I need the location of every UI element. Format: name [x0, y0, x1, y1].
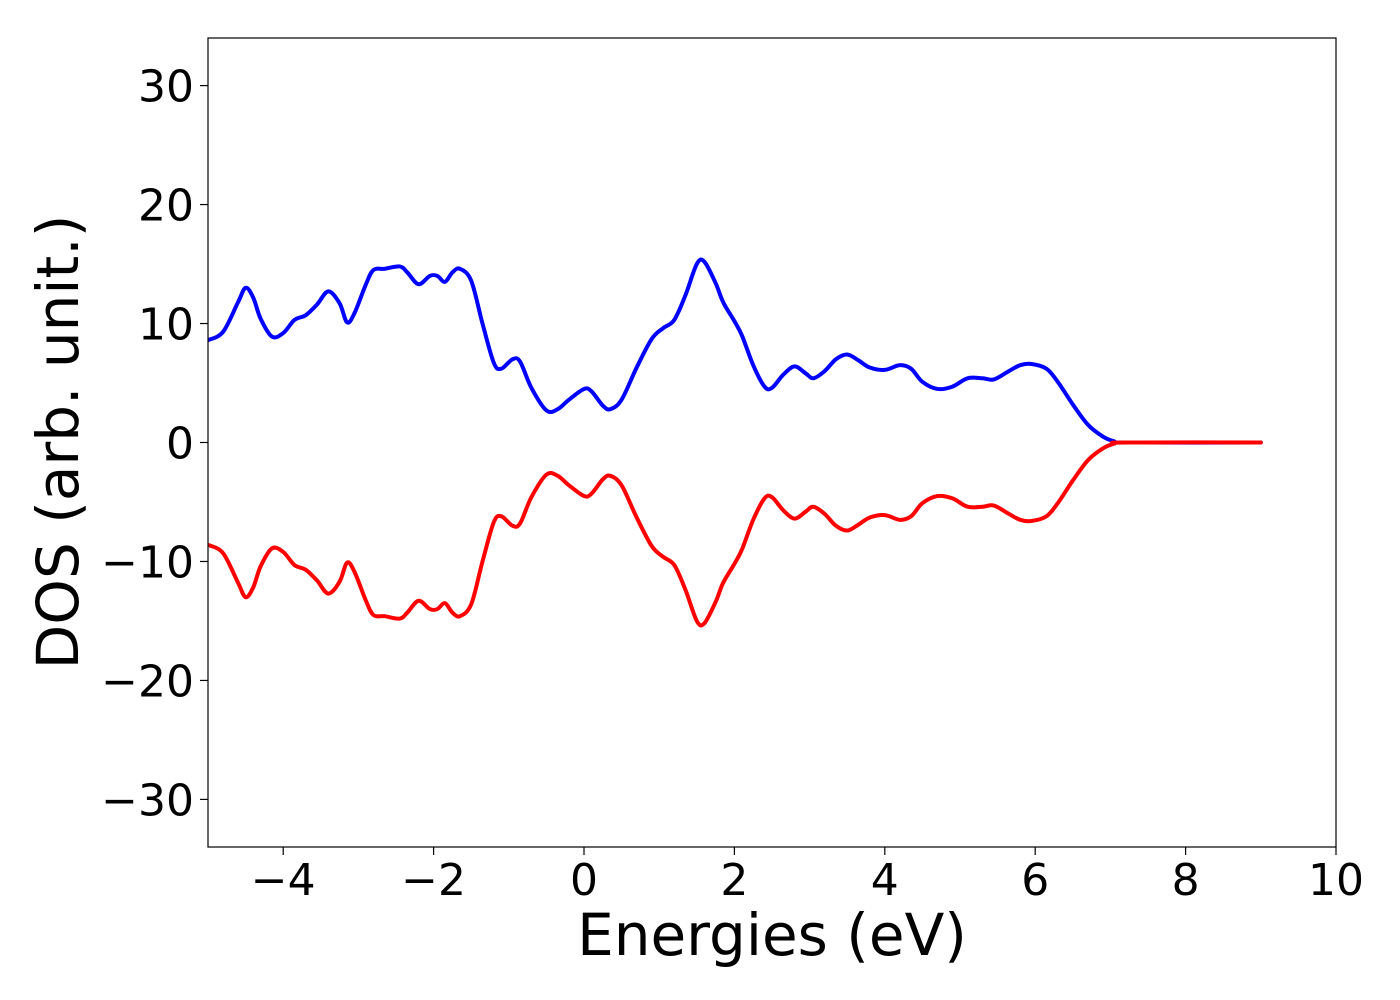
series-line-blue [208, 257, 1263, 445]
y-tick-label: 0 [166, 419, 194, 470]
x-tick-label: −2 [401, 855, 466, 906]
y-tick-label: −20 [101, 656, 194, 707]
series-layer [208, 257, 1263, 628]
x-tick-label: −4 [251, 855, 316, 906]
x-tick-label: 2 [720, 855, 748, 906]
y-axis-ticks: −30 −20 −10 0 10 20 30 [101, 62, 208, 826]
x-axis-label: Energies (eV) [577, 901, 967, 969]
x-tick-label: 6 [1021, 855, 1049, 906]
x-axis-ticks: −4 −2 0 2 4 6 8 10 [251, 847, 1364, 906]
x-tick-label: 4 [871, 855, 899, 906]
series-line-red [208, 440, 1263, 628]
x-tick-label: 8 [1172, 855, 1200, 906]
x-tick-label: 0 [570, 855, 598, 906]
y-tick-label: 30 [138, 62, 194, 113]
y-tick-label: 10 [138, 300, 194, 351]
y-axis-label: DOS (arb. unit.) [24, 215, 92, 670]
y-tick-label: −30 [101, 775, 194, 826]
y-tick-label: 20 [138, 181, 194, 232]
y-tick-label: −10 [101, 537, 194, 588]
x-tick-label: 10 [1308, 855, 1364, 906]
